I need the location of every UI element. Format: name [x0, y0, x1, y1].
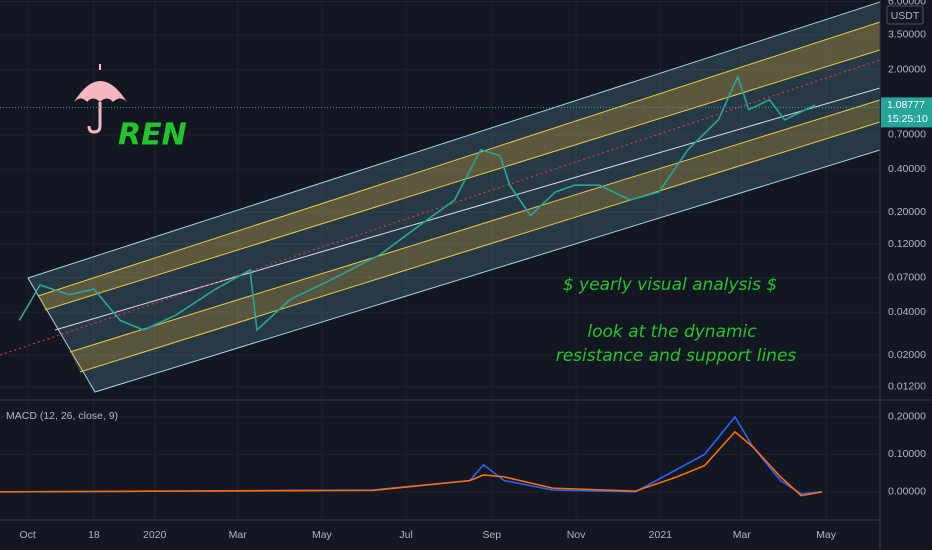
x-tick-label: Oct — [19, 529, 35, 541]
last-price: 1.08777 — [887, 99, 925, 111]
indicator-title: MACD (12, 26, close, 9) — [6, 410, 118, 422]
annotation: $ yearly visual analysis $ — [563, 275, 777, 295]
y-tick-label: 0.70000 — [888, 129, 926, 141]
y-tick-label: 0.02000 — [888, 349, 926, 361]
y-tick-label: 0.04000 — [888, 306, 926, 318]
y-tick-label: 2.00000 — [888, 63, 926, 75]
x-tick-label: Jul — [399, 529, 412, 541]
y-tick-label: 3.50000 — [888, 29, 926, 41]
channel-line — [79, 121, 880, 373]
y-tick-label: 0.07000 — [888, 271, 926, 283]
y-tick-label: 0.20000 — [888, 411, 926, 423]
x-tick-label: 2021 — [649, 529, 673, 541]
channel-line — [37, 21, 880, 297]
x-tick-label: 18 — [88, 529, 100, 541]
channel-line — [44, 49, 880, 311]
y-tick-label: 0.10000 — [888, 448, 926, 460]
y-tick-label: 0.01200 — [888, 381, 926, 393]
x-tick-label: May — [816, 529, 837, 541]
x-tick-label: May — [312, 529, 333, 541]
y-tick-label: 0.00000 — [888, 486, 926, 498]
symbol: REN — [118, 118, 187, 153]
series-line — [0, 430, 823, 497]
annotation: look at the dynamic — [587, 322, 757, 342]
x-tick-label: Sep — [482, 529, 501, 541]
y-tick-label: 0.40000 — [888, 163, 926, 175]
last-price-box — [881, 97, 932, 128]
umbrella-icon — [74, 64, 127, 134]
series-line — [0, 415, 823, 495]
x-tick-label: Nov — [567, 529, 586, 541]
channel-outer — [27, 1, 880, 393]
x-tick-label: 2020 — [143, 529, 167, 541]
channel — [0, 1, 880, 393]
annotation: resistance and support lines — [556, 346, 797, 366]
currency-box — [886, 5, 924, 25]
x-tick-label: Mar — [733, 529, 752, 541]
channel-line — [69, 99, 880, 353]
y-tick-label: 6.00000 — [888, 0, 926, 7]
x-tick-label: Mar — [229, 529, 248, 541]
channel-band — [70, 100, 880, 372]
grid — [0, 0, 880, 520]
y-tick-label: 0.20000 — [888, 206, 926, 218]
countdown: 15:25:10 — [887, 113, 928, 125]
channel-line — [54, 87, 880, 331]
currency: USDT — [891, 10, 920, 22]
series-line — [18, 74, 816, 332]
channel-band — [38, 22, 880, 310]
y-tick-label: 0.12000 — [888, 238, 926, 250]
